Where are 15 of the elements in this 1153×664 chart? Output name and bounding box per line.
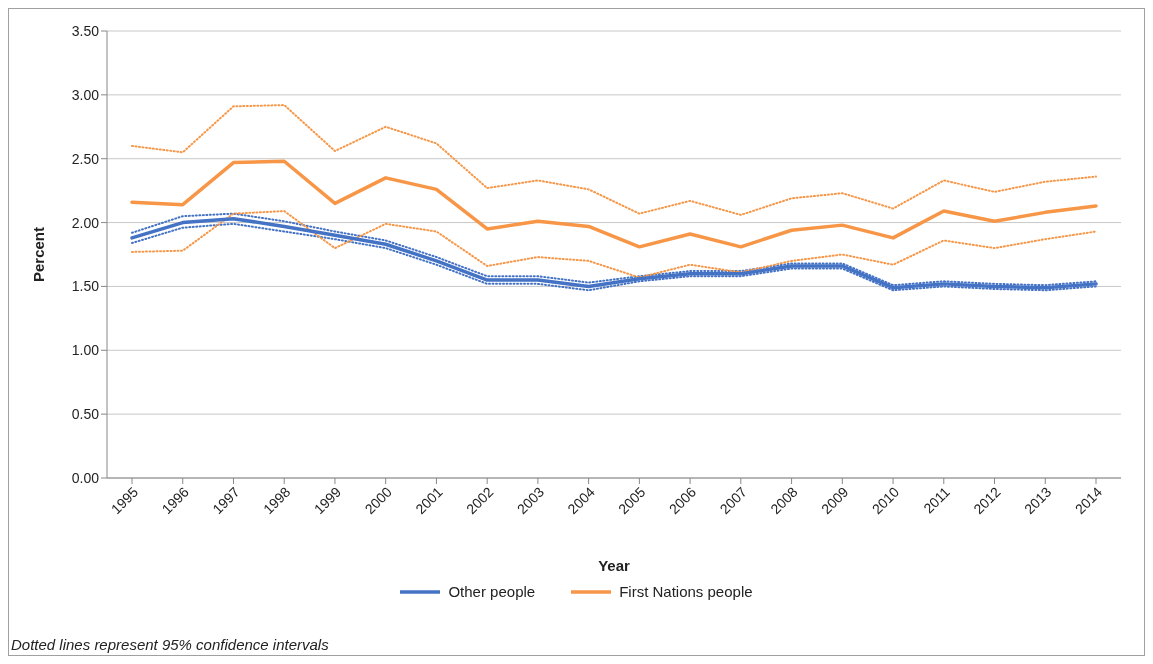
legend-label: Other people bbox=[448, 583, 536, 600]
y-tick-label: 3.50 bbox=[71, 22, 100, 39]
y-tick-label: 0.50 bbox=[71, 406, 100, 423]
y-tick-label: 1.00 bbox=[71, 342, 100, 359]
y-tick-label: 0.00 bbox=[71, 469, 100, 486]
line-series bbox=[131, 104, 1097, 216]
y-tick-label: 1.50 bbox=[71, 278, 100, 295]
y-tick-label: 3.00 bbox=[71, 86, 100, 103]
y-axis-title: Percent bbox=[30, 226, 48, 283]
y-tick-label: 2.00 bbox=[71, 214, 100, 231]
text: Dotted lines represent 95% confidence intervals bbox=[11, 636, 329, 653]
y-tick-label: 2.50 bbox=[71, 150, 100, 167]
legend-label: First Nations people bbox=[619, 583, 753, 600]
line-series bbox=[130, 159, 1098, 249]
x-axis-title: Year bbox=[598, 557, 631, 574]
